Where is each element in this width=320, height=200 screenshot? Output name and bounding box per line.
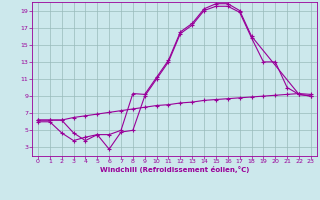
X-axis label: Windchill (Refroidissement éolien,°C): Windchill (Refroidissement éolien,°C) — [100, 166, 249, 173]
